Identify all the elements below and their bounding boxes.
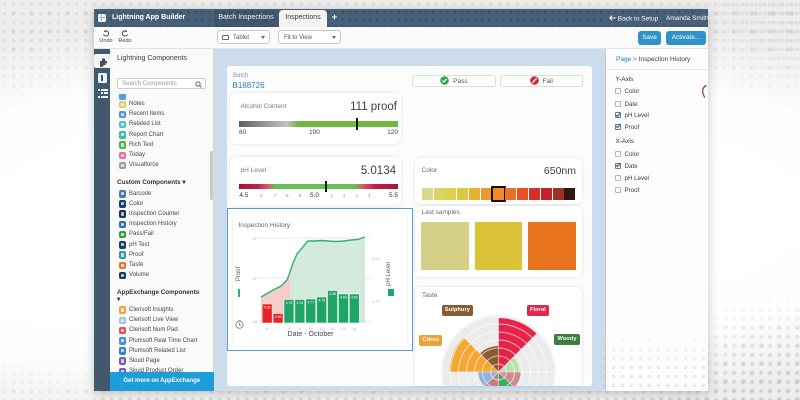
svg-text:4.83: 4.83 bbox=[340, 295, 347, 299]
svg-text:50: 50 bbox=[252, 276, 257, 281]
svg-text:7: 7 bbox=[277, 327, 279, 331]
svg-text:90: 90 bbox=[252, 236, 257, 241]
svg-text:11: 11 bbox=[319, 327, 323, 331]
svg-text:4.88: 4.88 bbox=[329, 292, 336, 296]
svg-text:5.25: 5.25 bbox=[372, 256, 381, 261]
svg-text:10: 10 bbox=[308, 327, 312, 331]
svg-text:4.75: 4.75 bbox=[372, 299, 381, 304]
svg-text:13: 13 bbox=[341, 327, 345, 331]
svg-text:6: 6 bbox=[266, 327, 268, 331]
svg-text:8: 8 bbox=[288, 327, 290, 331]
svg-text:4.79: 4.79 bbox=[318, 298, 325, 302]
svg-text:12: 12 bbox=[330, 327, 334, 331]
svg-text:4.58: 4.58 bbox=[274, 315, 281, 319]
svg-text:4.76: 4.76 bbox=[285, 301, 292, 305]
svg-text:40: 40 bbox=[252, 319, 257, 324]
svg-text:9: 9 bbox=[298, 327, 300, 331]
svg-text:4.92: 4.92 bbox=[263, 305, 270, 309]
svg-text:4.77: 4.77 bbox=[307, 300, 314, 304]
svg-text:4.83: 4.83 bbox=[351, 295, 358, 299]
svg-text:14: 14 bbox=[352, 327, 356, 331]
svg-text:4.76: 4.76 bbox=[296, 301, 303, 305]
